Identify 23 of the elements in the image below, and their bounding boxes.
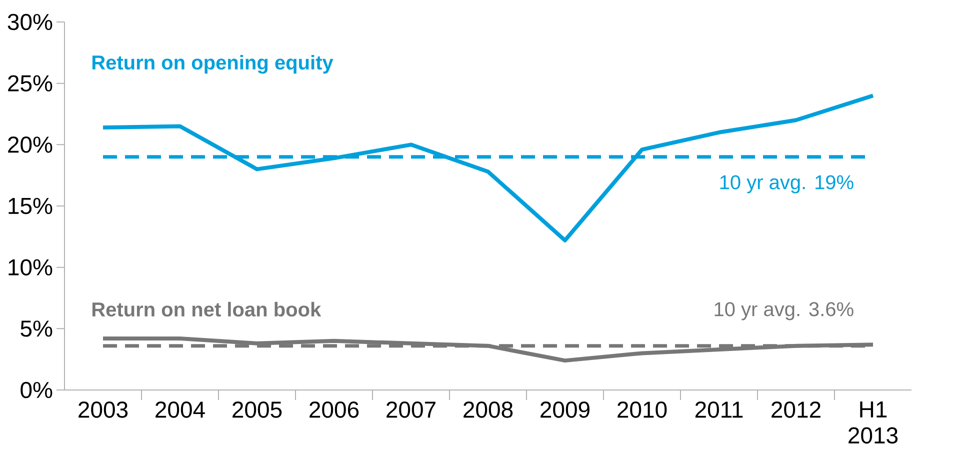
y-tick-label: 15% [8, 198, 52, 214]
x-tick-label: 2009 [540, 402, 590, 418]
x-tick-label: 2005 [232, 402, 282, 418]
x-tick-label: 2006 [310, 402, 359, 418]
ref-line-label: 10 yr avg. 3.6% [714, 302, 854, 320]
x-tick-label: 2004 [156, 402, 205, 418]
y-tick-label: 10% [8, 259, 52, 276]
y-tick-label: 20% [8, 136, 52, 153]
y-tick-label: 25% [8, 75, 52, 92]
ref-line-label: 10 yr avg. 19% [720, 175, 854, 194]
line-series [101, 94, 876, 242]
x-tick-label: 2003 [78, 402, 128, 418]
x-tick-label: 2012 [772, 402, 820, 418]
x-tick-label: 2011 [695, 402, 743, 418]
x-tick-label: 2007 [386, 402, 436, 418]
y-tick-label: 30% [8, 14, 52, 30]
x-tick-label: H1 2013 [848, 402, 898, 444]
x-tick-label: 2008 [464, 402, 513, 418]
y-tick-label: 5% [20, 320, 52, 337]
y-tick-label: 0% [20, 382, 52, 398]
series-label: Return on net loan book [92, 302, 322, 317]
text: Return on opening equity [92, 54, 334, 74]
x-tick-label: 2010 [618, 402, 667, 418]
